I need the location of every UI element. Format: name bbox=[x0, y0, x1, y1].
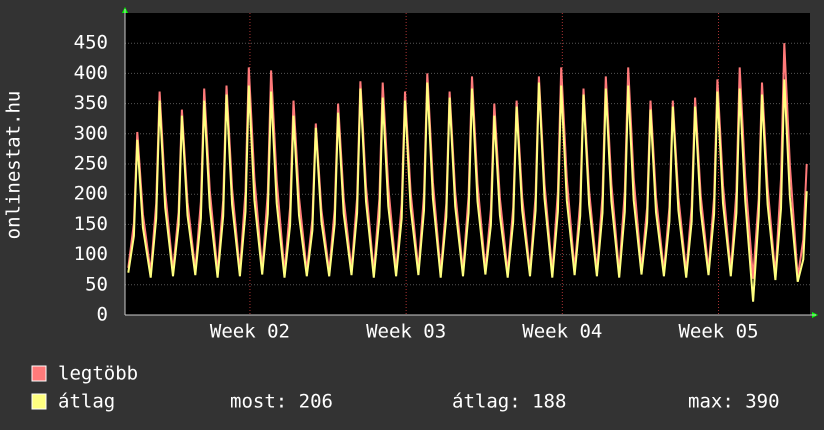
y-tick-label: 0 bbox=[97, 304, 108, 326]
y-tick-label: 50 bbox=[85, 273, 108, 295]
y-tick-label: 200 bbox=[74, 183, 108, 205]
x-tick-label: Week 05 bbox=[678, 321, 758, 343]
legend-label: legtöbb bbox=[58, 363, 138, 385]
legend-stat: most: 206 bbox=[230, 391, 333, 413]
y-axis-label: onlinestat.hu bbox=[3, 91, 25, 240]
x-tick-label: Week 04 bbox=[522, 321, 602, 343]
x-tick-label: Week 03 bbox=[366, 321, 446, 343]
y-tick-label: 250 bbox=[74, 153, 108, 175]
y-tick-label: 400 bbox=[74, 62, 108, 84]
y-tick-label: 350 bbox=[74, 92, 108, 114]
legend-label: átlag bbox=[58, 391, 115, 413]
y-tick-label: 300 bbox=[74, 122, 108, 144]
legend-swatch bbox=[31, 365, 47, 382]
legend-stat: max: 390 bbox=[688, 391, 780, 413]
y-tick-label: 100 bbox=[74, 243, 108, 265]
series-line bbox=[127, 79, 808, 302]
y-tick-label: 450 bbox=[74, 32, 108, 54]
legend-swatch bbox=[31, 393, 47, 410]
x-tick-label: Week 02 bbox=[210, 321, 290, 343]
y-tick-label: 150 bbox=[74, 213, 108, 235]
legend-stat: átlag: 188 bbox=[452, 391, 566, 413]
